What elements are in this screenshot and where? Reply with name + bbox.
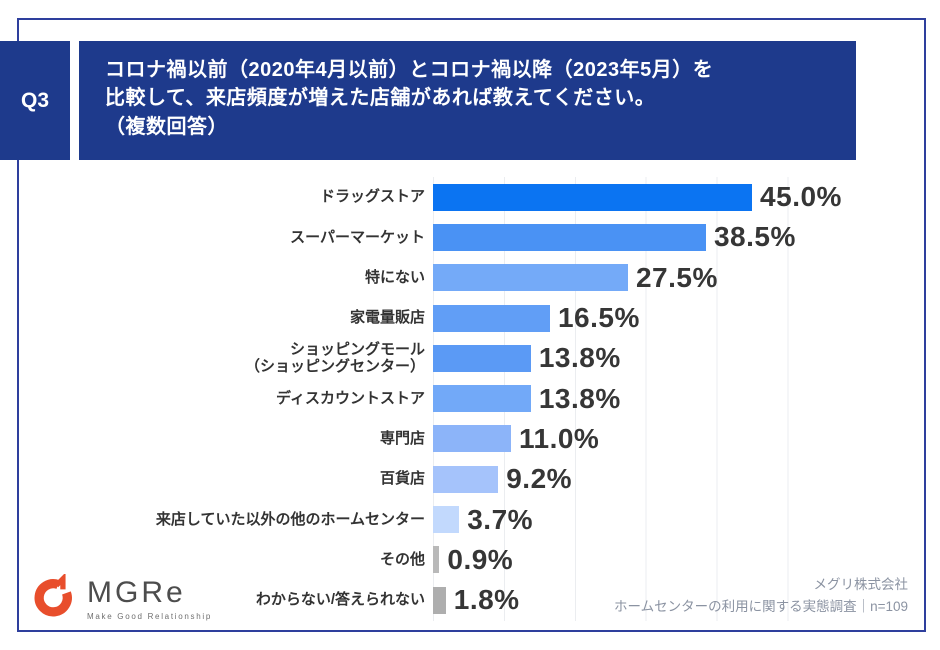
value-label: 13.8% (538, 342, 621, 374)
value-label: 1.8% (453, 584, 520, 616)
category-label: ショッピングモール （ショッピングセンター） (244, 340, 425, 376)
question-title-line-3: （複数回答） (105, 115, 228, 138)
value-label: 3.7% (467, 503, 534, 535)
question-number-label: Q3 (20, 88, 49, 112)
source-survey-name: ホームセンターの利用に関する実態調査｜n=109 (613, 598, 908, 614)
bar-chart: ドラッグストア 45.0% スーパーマーケット 38.5% 特にない 27.5% 家電量販店… (90, 177, 910, 621)
value-label: 11.0% (518, 422, 600, 454)
chart-row: ディスカウントストア 13.8% (90, 378, 910, 418)
bar (433, 304, 550, 332)
category-label: 特にない (364, 268, 425, 286)
question-title-line-1: コロナ禍以前（2020年4月以前）とコロナ禍以降（2023年5月）を (105, 59, 714, 81)
category-label: 来店していた以外の他のホームセンター (155, 510, 425, 528)
chart-row: 特にない 27.5% (90, 258, 910, 298)
bar (433, 546, 440, 574)
outer-border-frame (17, 18, 926, 632)
mgre-logo-icon (34, 574, 72, 617)
value-label: 16.5% (557, 302, 640, 334)
bar (433, 183, 753, 211)
bar (433, 586, 446, 614)
category-label: 百貨店 (379, 470, 425, 488)
category-label: 家電量販店 (349, 309, 425, 327)
value-label: 45.0% (760, 181, 842, 213)
value-label: 0.9% (447, 543, 514, 575)
bar (433, 344, 531, 372)
category-label: わからない/答えられない (255, 591, 425, 609)
bar (433, 425, 511, 453)
chart-row: スーパーマーケット 38.5% (90, 217, 910, 257)
question-title-line-2: 比較して、来店頻度が増えた店舗があれば教えてください。 (105, 87, 656, 110)
bar (433, 385, 531, 413)
category-label: 専門店 (379, 430, 425, 448)
mgre-logo-text: MGRe Make Good Relationship (87, 574, 213, 622)
question-title-box: コロナ禍以前（2020年4月以前）とコロナ禍以降（2023年5月）を 比較して、… (79, 41, 856, 160)
bar (433, 223, 706, 251)
chart-row: 来店していた以外の他のホームセンター 3.7% (90, 499, 910, 539)
value-label: 27.5% (635, 261, 718, 293)
value-label: 13.8% (538, 382, 621, 414)
category-label: ドラッグストア (319, 188, 425, 206)
category-label: スーパーマーケット (290, 228, 425, 246)
logo-tagline: Make Good Relationship (87, 612, 213, 621)
chart-row: 百貨店 9.2% (90, 459, 910, 499)
chart-rows: ドラッグストア 45.0% スーパーマーケット 38.5% 特にない 27.5% 家電量販店… (90, 177, 910, 620)
survey-source-note: メグリ株式会社 ホームセンターの利用に関する実態調査｜n=109 (614, 574, 908, 617)
chart-row: 専門店 11.0% (90, 419, 910, 459)
chart-row: 家電量販店 16.5% (90, 298, 910, 338)
category-label: その他 (379, 550, 425, 568)
bar (433, 264, 628, 292)
category-label: ディスカウントストア (276, 389, 425, 407)
chart-row: わからない/答えられない 1.8% (90, 580, 910, 620)
bar (433, 465, 499, 493)
question-number-badge: Q3 (0, 41, 70, 160)
value-label: 9.2% (506, 463, 573, 495)
logo-wordmark: MGRe (87, 576, 186, 609)
value-label: 38.5% (713, 221, 796, 253)
chart-row: ショッピングモール （ショッピングセンター） 13.8% (90, 338, 910, 378)
bar (433, 506, 460, 534)
chart-row: その他 0.9% (90, 540, 910, 580)
source-company: メグリ株式会社 (813, 577, 909, 592)
mgre-logo: MGRe Make Good Relationship (33, 574, 212, 621)
chart-row: ドラッグストア 45.0% (90, 177, 910, 217)
